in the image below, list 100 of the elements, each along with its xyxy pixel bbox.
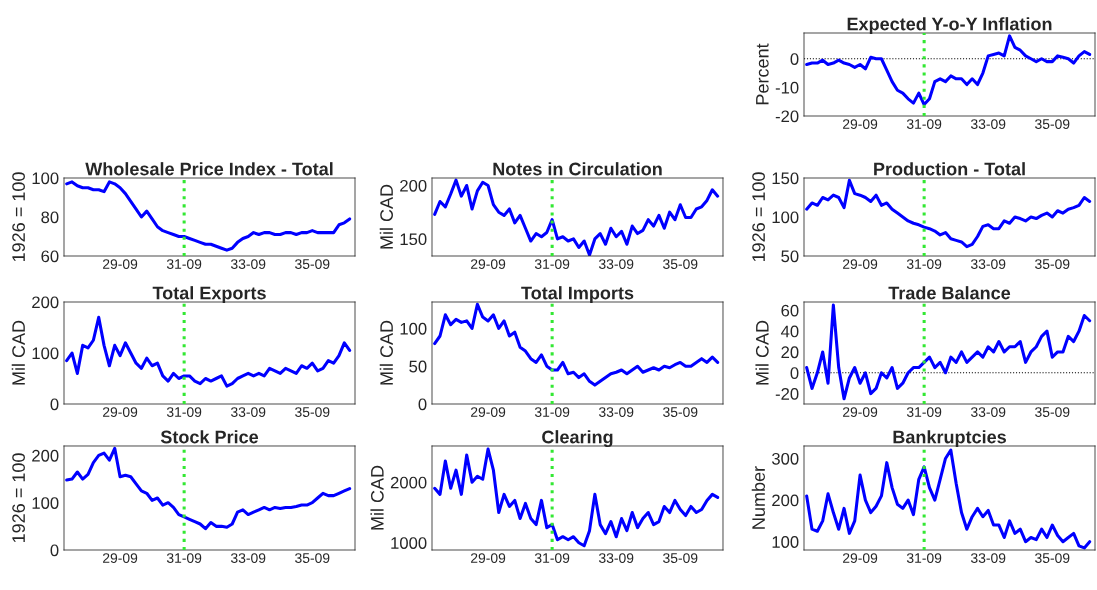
x-tick-label: 29-09 — [471, 259, 506, 269]
y-tick-label: 100 — [772, 211, 799, 224]
y-tick-label: 100 — [32, 347, 59, 360]
x-tick-label: 35-09 — [295, 407, 330, 417]
y-axis-title: 1926 = 100 — [752, 172, 765, 262]
x-tick-label: 33-09 — [970, 259, 1006, 269]
y-tick-label: 2000 — [390, 476, 427, 489]
x-tick-label: 29-09 — [103, 407, 138, 417]
x-tick-label: 35-09 — [1035, 119, 1070, 129]
x-tick-label: 33-09 — [970, 553, 1006, 563]
y-axis-title: Mil CAD — [11, 320, 25, 385]
y-tick-label: 300 — [771, 452, 799, 465]
x-tick-label: 33-09 — [598, 259, 634, 269]
y-axis-title: 1926 = 100 — [12, 453, 25, 543]
x-tick-label: 33-09 — [598, 553, 634, 563]
line-series — [65, 446, 352, 531]
y-tick-label: 60 — [781, 304, 799, 317]
y-axis-title: Mil CAD — [379, 320, 393, 385]
chart-title: Wholesale Price Index - Total — [85, 162, 333, 176]
x-tick-label: 31-09 — [906, 553, 942, 563]
chart-title: Notes in Circulation — [493, 162, 662, 176]
chart-title: Expected Y-o-Y Inflation — [847, 17, 1052, 34]
y-tick-label: 60 — [41, 250, 59, 263]
x-tick-label: 29-09 — [843, 553, 878, 563]
y-tick-label: 0 — [790, 53, 799, 65]
x-tick-label: 33-09 — [598, 407, 634, 417]
chart-title: Total Exports — [152, 286, 266, 303]
y-tick-label: 150 — [400, 233, 427, 246]
chart-title: Trade Balance — [888, 286, 1011, 300]
chart-title: Clearing — [542, 430, 613, 448]
x-tick-label: 31-09 — [166, 553, 202, 563]
y-tick-label: 50 — [409, 360, 427, 373]
y-axis-title: Percent — [756, 43, 769, 105]
line-series — [433, 302, 720, 387]
y-tick-label: 80 — [41, 211, 59, 224]
y-axis-title: Mil CAD — [379, 184, 393, 249]
chart-title: Bankruptcies — [893, 430, 1006, 447]
x-tick-label: 29-09 — [843, 407, 878, 417]
y-tick-label: 200 — [400, 179, 427, 192]
chart-title: Total Imports — [521, 286, 634, 303]
x-tick-label: 35-09 — [1035, 259, 1070, 269]
y-tick-label: 150 — [772, 172, 799, 185]
x-tick-label: 33-09 — [970, 407, 1006, 417]
x-tick-label: 35-09 — [663, 553, 698, 563]
y-axis-title: 1926 = 100 — [12, 172, 25, 262]
y-tick-label: 200 — [772, 494, 799, 507]
y-axis-title: Mil CAD — [370, 465, 384, 530]
x-tick-label: 31-09 — [906, 119, 942, 129]
x-tick-label: 31-09 — [534, 259, 570, 269]
x-tick-label: 29-09 — [471, 553, 506, 563]
y-tick-label: 1000 — [391, 537, 427, 549]
x-tick-label: 35-09 — [663, 407, 698, 417]
x-tick-label: 35-09 — [295, 259, 330, 269]
x-tick-label: 31-09 — [906, 407, 942, 417]
y-tick-label: -10 — [775, 81, 799, 94]
line-series — [805, 303, 1092, 401]
y-tick-label: 0 — [50, 398, 59, 411]
line-series — [805, 178, 1092, 249]
x-tick-label: 31-09 — [906, 259, 942, 269]
chart-title: Stock Price — [160, 430, 259, 444]
line-series — [805, 34, 1092, 107]
y-axis-title: Mil CAD — [755, 320, 769, 385]
x-tick-label: 31-09 — [166, 407, 202, 417]
x-tick-label: 33-09 — [230, 553, 266, 563]
x-tick-label: 35-09 — [663, 259, 698, 269]
line-series — [805, 448, 1092, 550]
y-tick-label: 100 — [772, 536, 799, 548]
x-tick-label: 29-09 — [843, 259, 878, 269]
line-series — [65, 315, 352, 388]
y-tick-label: 100 — [32, 497, 59, 509]
line-series — [433, 178, 720, 256]
y-tick-label: 200 — [32, 449, 59, 462]
x-tick-label: 29-09 — [103, 553, 138, 563]
line-series — [433, 447, 720, 548]
y-tick-label: 50 — [781, 250, 799, 263]
x-tick-label: 35-09 — [295, 553, 330, 563]
chart-title: Production - Total — [874, 162, 1025, 176]
y-tick-label: -20 — [775, 387, 799, 400]
line-series — [65, 180, 352, 252]
x-tick-label: 33-09 — [970, 119, 1006, 129]
y-tick-label: 0 — [790, 367, 799, 379]
x-tick-label: 29-09 — [843, 119, 878, 129]
y-tick-label: 200 — [32, 296, 59, 309]
y-tick-label: 100 — [400, 322, 427, 335]
x-tick-label: 31-09 — [534, 407, 570, 417]
x-tick-label: 31-09 — [166, 259, 202, 269]
y-axis-title: Number — [751, 466, 765, 529]
y-tick-label: 40 — [780, 325, 799, 338]
x-tick-label: 31-09 — [534, 553, 570, 563]
x-tick-label: 35-09 — [1035, 407, 1070, 417]
y-tick-label: 0 — [50, 544, 59, 557]
y-tick-label: 100 — [32, 172, 59, 185]
y-tick-label: 20 — [781, 346, 799, 359]
x-tick-label: 33-09 — [230, 259, 266, 269]
y-tick-label: 0 — [418, 398, 427, 411]
x-tick-label: 29-09 — [103, 259, 138, 269]
y-tick-label: -20 — [775, 110, 799, 123]
x-tick-label: 33-09 — [230, 407, 266, 417]
x-tick-label: 29-09 — [471, 407, 506, 417]
x-tick-label: 35-09 — [1035, 553, 1070, 563]
